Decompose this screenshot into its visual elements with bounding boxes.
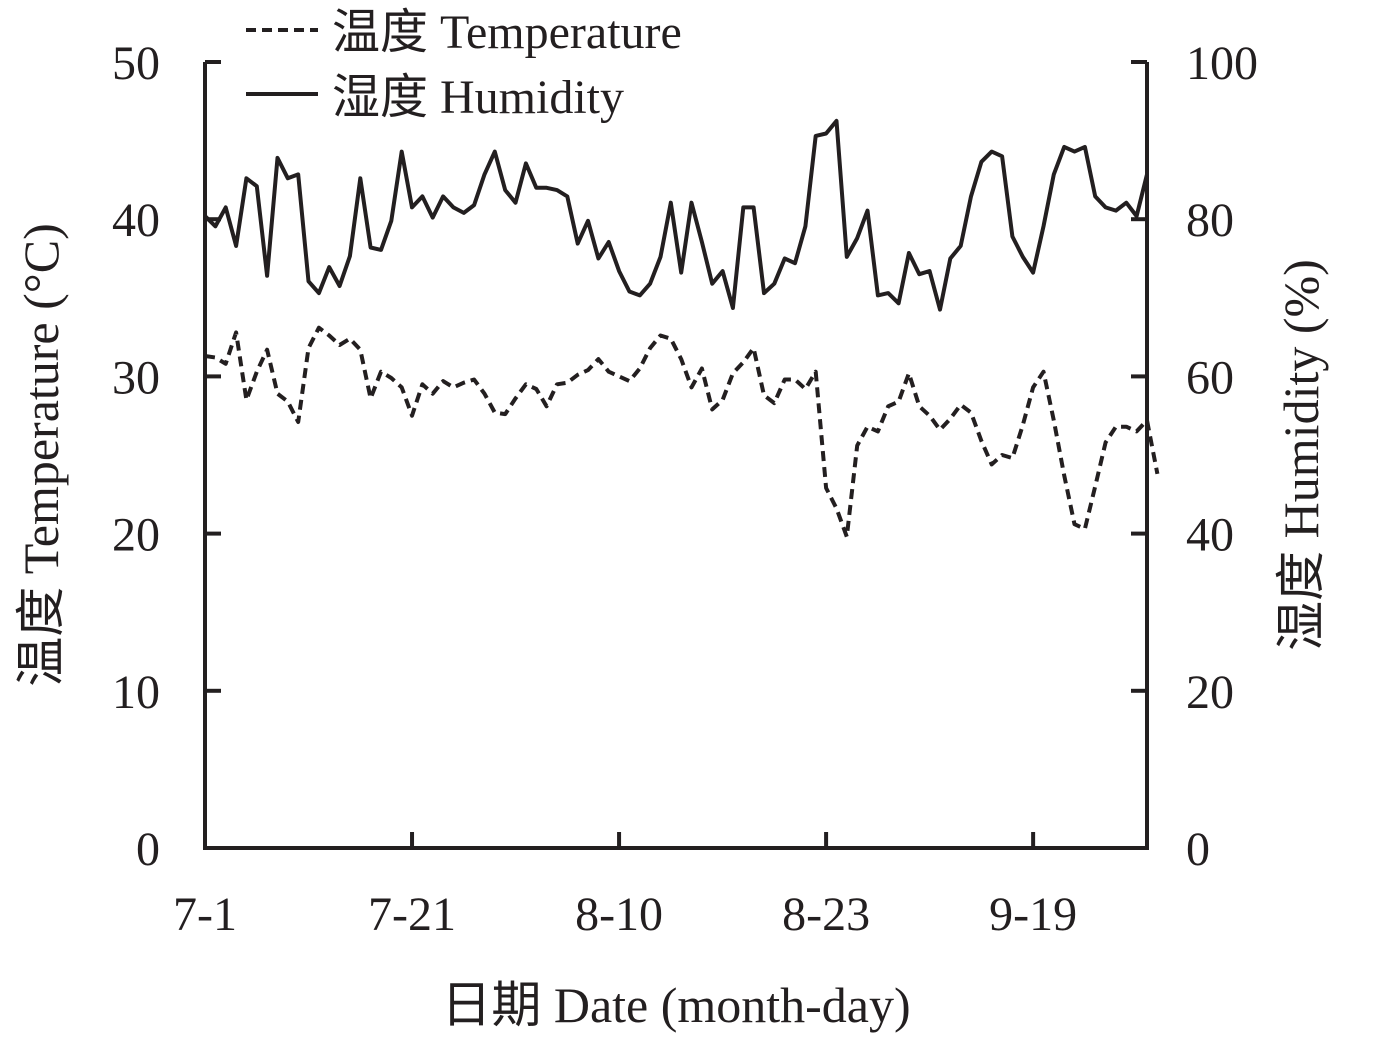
y-right-tick-label: 100 [1186,37,1258,90]
x-tick-label: 9-19 [989,888,1077,941]
y-left-tick-label: 20 [112,509,160,562]
x-tick-label: 7-21 [368,888,456,941]
legend-humidity-label: 湿度 Humidity [332,71,624,124]
chart-axes [203,62,1149,850]
y-right-tick-label: 80 [1186,194,1234,247]
chart-series [203,118,1160,539]
y-right-tick-label: 20 [1186,666,1234,719]
y-left-tick-label: 0 [136,823,160,876]
y-left-tick-label: 30 [112,351,160,404]
y-left-tick-label: 40 [112,194,160,247]
axis-ticks: 0 10 20 30 40 50 0 20 40 60 80 100 7-1 7-21 8-10 8-23 9-… [112,37,1258,941]
y-right-tick-label: 60 [1186,351,1234,404]
y-right-tick-label: 40 [1186,509,1234,562]
humidity-series-line [203,118,1149,312]
x-axis-title: 日期 Date (month-day) [441,977,910,1033]
x-tick-label: 8-10 [575,888,663,941]
legend-temperature-label: 温度 Temperature [332,6,682,59]
y-axis-left-title: 温度 Temperature (°C) [13,223,69,687]
x-tick-label: 8-23 [782,888,870,941]
y-left-tick-label: 10 [112,666,160,719]
legend: 温度 Temperature 湿度 Humidity [246,6,682,124]
y-axis-right-title: 湿度 Humidity (%) [1273,259,1329,651]
y-right-tick-label: 0 [1186,823,1210,876]
x-tick-label: 7-1 [173,888,237,941]
temperature-series-line [204,325,1160,539]
y-left-tick-label: 50 [112,37,160,90]
